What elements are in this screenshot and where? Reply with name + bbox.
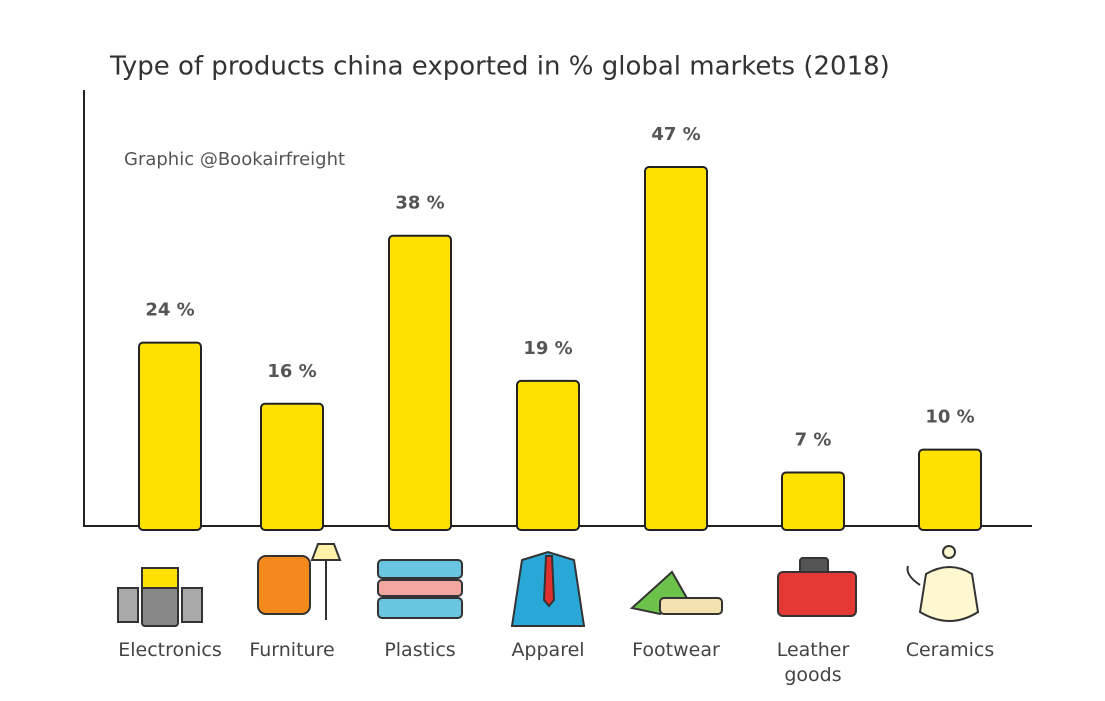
category-label: Electronics: [118, 639, 222, 661]
icon-battery: [181, 587, 203, 623]
icon-battery: [117, 587, 139, 623]
icon-teapot-lid: [942, 545, 956, 559]
icon-tie: [542, 555, 556, 608]
bar: [260, 402, 324, 531]
value-label: 7 %: [795, 430, 832, 451]
icon-armchair: [257, 555, 311, 615]
icon-box: [377, 597, 463, 619]
bar: [516, 379, 580, 531]
bar: [918, 448, 982, 532]
category-label: Footwear: [632, 639, 720, 661]
icon-shoe: [659, 597, 723, 615]
bar: [138, 341, 202, 531]
bar: [644, 166, 708, 531]
category-label: Leather goods: [776, 639, 850, 686]
icon-box: [377, 579, 463, 597]
icon-battery-top: [141, 567, 179, 589]
category-label: Ceramics: [905, 639, 995, 661]
category-label: Furniture: [249, 639, 335, 661]
value-label: 24 %: [145, 300, 194, 321]
icon-box: [377, 559, 463, 579]
bar: [388, 234, 452, 531]
icon-case: [777, 571, 857, 617]
chart-title: Type of products china exported in % glo…: [109, 52, 890, 82]
icon-lamp-shade: [310, 543, 342, 561]
value-label: 19 %: [523, 338, 572, 359]
icons: [117, 543, 980, 627]
icon-teapot: [918, 566, 980, 622]
chart-subtitle: Graphic @Bookairfreight: [124, 149, 345, 170]
category-label: Apparel: [511, 639, 585, 661]
category-label: Plastics: [384, 639, 456, 661]
icon-teapot-spout: [906, 565, 921, 586]
value-label: 10 %: [925, 407, 974, 428]
value-label: 47 %: [651, 124, 700, 145]
value-label: 16 %: [267, 361, 316, 382]
value-label: 38 %: [395, 193, 444, 214]
bar: [781, 471, 845, 532]
